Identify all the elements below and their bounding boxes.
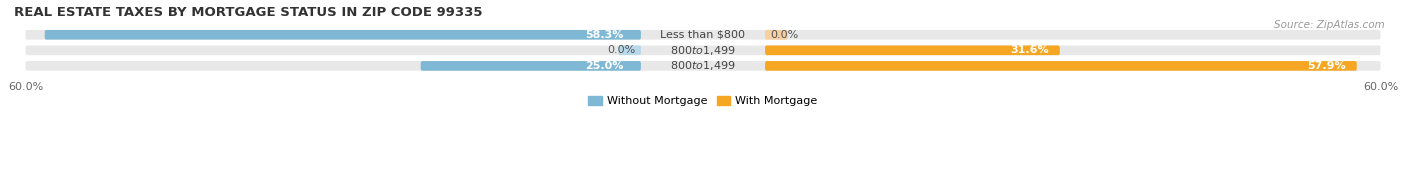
FancyBboxPatch shape (765, 61, 1357, 71)
FancyBboxPatch shape (765, 30, 787, 40)
Text: REAL ESTATE TAXES BY MORTGAGE STATUS IN ZIP CODE 99335: REAL ESTATE TAXES BY MORTGAGE STATUS IN … (14, 5, 482, 19)
Legend: Without Mortgage, With Mortgage: Without Mortgage, With Mortgage (583, 91, 823, 111)
FancyBboxPatch shape (619, 45, 641, 55)
Text: Source: ZipAtlas.com: Source: ZipAtlas.com (1274, 20, 1385, 30)
Text: 25.0%: 25.0% (585, 61, 624, 71)
Text: 0.0%: 0.0% (607, 45, 636, 55)
Text: $800 to $1,499: $800 to $1,499 (671, 59, 735, 72)
FancyBboxPatch shape (25, 61, 1381, 71)
Text: $800 to $1,499: $800 to $1,499 (671, 44, 735, 57)
Text: 0.0%: 0.0% (770, 30, 799, 40)
FancyBboxPatch shape (25, 30, 1381, 40)
FancyBboxPatch shape (45, 30, 641, 40)
Text: 57.9%: 57.9% (1306, 61, 1346, 71)
Text: 31.6%: 31.6% (1010, 45, 1049, 55)
Text: Less than $800: Less than $800 (661, 30, 745, 40)
FancyBboxPatch shape (420, 61, 641, 71)
FancyBboxPatch shape (765, 45, 1060, 55)
FancyBboxPatch shape (25, 45, 1381, 55)
Text: 58.3%: 58.3% (585, 30, 624, 40)
